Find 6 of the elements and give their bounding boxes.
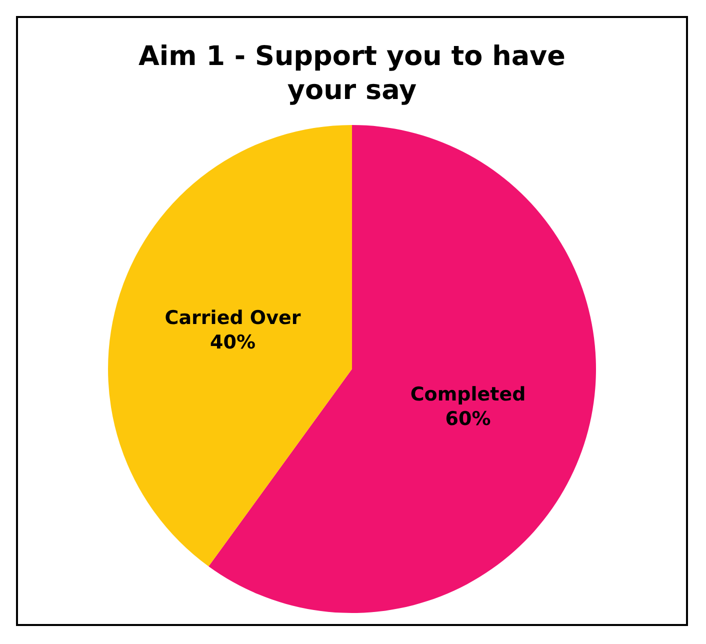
chart-title: Aim 1 - Support you to have your say (138, 40, 566, 108)
data-label: 40% (210, 332, 256, 354)
slice-label: Completed (410, 383, 526, 406)
data-label: 60% (445, 408, 491, 430)
pie-slice (108, 125, 352, 566)
slice-label: Carried Over (164, 307, 302, 330)
